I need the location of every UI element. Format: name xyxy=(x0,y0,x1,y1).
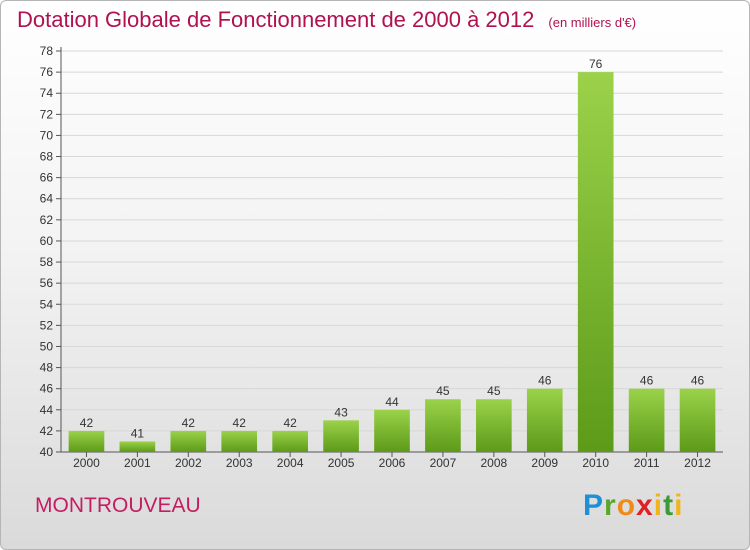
bar-value-label: 43 xyxy=(334,405,348,419)
bar xyxy=(119,441,156,452)
bar-value-label: 45 xyxy=(436,384,450,398)
chart-title-main: Dotation Globale de Fonctionnement de 20… xyxy=(17,7,535,32)
bar-value-label: 44 xyxy=(385,395,399,409)
chart-title: Dotation Globale de Fonctionnement de 20… xyxy=(17,7,636,33)
x-tick-label: 2012 xyxy=(684,456,711,470)
x-tick-label: 2001 xyxy=(124,456,151,470)
x-tick-label: 2004 xyxy=(277,456,304,470)
bar-value-label: 42 xyxy=(80,416,94,430)
y-tick-label: 64 xyxy=(40,192,54,206)
y-tick-label: 44 xyxy=(40,403,54,417)
bar-value-label: 45 xyxy=(487,384,501,398)
bar xyxy=(526,388,563,452)
proxiti-logo: Proxiti xyxy=(583,489,684,522)
y-tick-label: 66 xyxy=(40,171,54,185)
y-tick-label: 76 xyxy=(40,65,54,79)
x-tick-label: 2011 xyxy=(634,456,660,470)
chart-title-unit: (en milliers d'€) xyxy=(548,15,637,30)
x-tick-label: 2009 xyxy=(531,456,558,470)
x-tick-label: 2006 xyxy=(379,456,406,470)
labels: 40 42 44 46 48 50 52 54 56 58 60 62 64 66 68 70 72 74 76 78… xyxy=(40,44,712,470)
bar xyxy=(628,388,665,452)
bar-value-label: 46 xyxy=(538,374,552,388)
bar-value-label: 46 xyxy=(640,374,654,388)
y-tick-label: 54 xyxy=(40,297,54,311)
x-tick-label: 2005 xyxy=(328,456,355,470)
y-tick-label: 58 xyxy=(40,255,54,269)
x-tick-label: 2007 xyxy=(430,456,457,470)
x-tick-label: 2002 xyxy=(175,456,202,470)
x-tick-label: 2008 xyxy=(480,456,507,470)
bar xyxy=(679,388,716,452)
bar xyxy=(323,420,359,452)
y-tick-label: 40 xyxy=(40,445,54,459)
y-tick-label: 60 xyxy=(40,234,54,248)
bar-value-label: 42 xyxy=(182,416,196,430)
y-tick-label: 74 xyxy=(40,86,54,100)
bars xyxy=(68,72,716,453)
bar xyxy=(577,72,614,453)
bar xyxy=(68,430,105,452)
y-tick-label: 70 xyxy=(40,128,54,142)
y-tick-label: 72 xyxy=(40,107,54,121)
x-tick-label: 2010 xyxy=(582,456,609,470)
bar xyxy=(374,409,410,452)
y-tick-label: 68 xyxy=(40,150,54,164)
x-tick-label: 2000 xyxy=(73,456,100,470)
bar xyxy=(272,430,308,452)
bar xyxy=(170,430,207,452)
y-tick-label: 48 xyxy=(40,361,54,375)
bar xyxy=(476,399,512,452)
y-tick-label: 78 xyxy=(40,44,54,58)
commune-name: MONTROUVEAU xyxy=(35,494,201,517)
bar-value-label: 42 xyxy=(283,416,297,430)
y-tick-label: 46 xyxy=(40,382,54,396)
y-tick-label: 42 xyxy=(40,424,54,438)
y-tick-label: 52 xyxy=(40,318,54,332)
bar-value-label: 41 xyxy=(131,426,145,440)
bar-value-label: 46 xyxy=(691,374,705,388)
y-tick-label: 50 xyxy=(40,339,54,353)
bar-value-label: 76 xyxy=(589,57,603,71)
x-tick-label: 2003 xyxy=(226,456,253,470)
y-tick-label: 62 xyxy=(40,213,54,227)
bar-value-label: 42 xyxy=(233,416,247,430)
bar xyxy=(221,430,258,452)
y-tick-label: 56 xyxy=(40,276,54,290)
bar xyxy=(425,399,461,452)
grid-lines xyxy=(61,50,723,453)
